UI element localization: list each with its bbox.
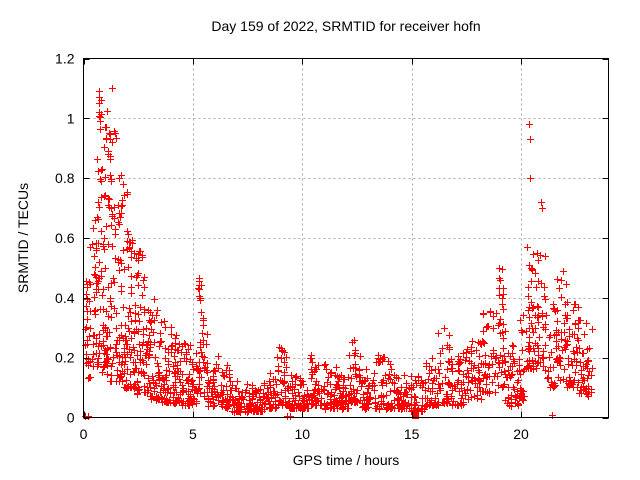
x-tick-label: 0	[80, 426, 88, 442]
y-tick-label: 0.8	[55, 170, 75, 186]
x-tick-label: 5	[189, 426, 197, 442]
y-tick-labels: 0 0.2 0.4 0.6 0.8 1 1.2	[55, 51, 75, 426]
x-tick-labels: 0 5 10 15 20	[80, 426, 529, 442]
x-tick-label: 10	[294, 426, 310, 442]
ticks-path	[83, 58, 609, 419]
data-points	[82, 85, 596, 420]
grid-lines	[83, 58, 609, 418]
srmtid-points-path	[82, 85, 596, 420]
flag-marker	[412, 412, 419, 419]
y-tick-label: 0	[67, 410, 75, 426]
grid-path	[83, 58, 609, 418]
axis-ticks	[83, 58, 609, 419]
y-tick-label: 1	[67, 110, 75, 126]
y-tick-label: 0.6	[55, 230, 75, 246]
y-axis-label: SRMTID / TECUs	[15, 183, 31, 293]
y-tick-label: 0.4	[55, 290, 75, 306]
flag-square-marker	[412, 412, 419, 419]
y-tick-label: 1.2	[55, 51, 75, 67]
chart-title: Day 159 of 2022, SRMTID for receiver hof…	[211, 18, 480, 34]
x-tick-label: 15	[404, 426, 420, 442]
x-tick-label: 20	[513, 426, 529, 442]
x-axis-label: GPS time / hours	[293, 452, 400, 468]
y-tick-label: 0.2	[55, 350, 75, 366]
